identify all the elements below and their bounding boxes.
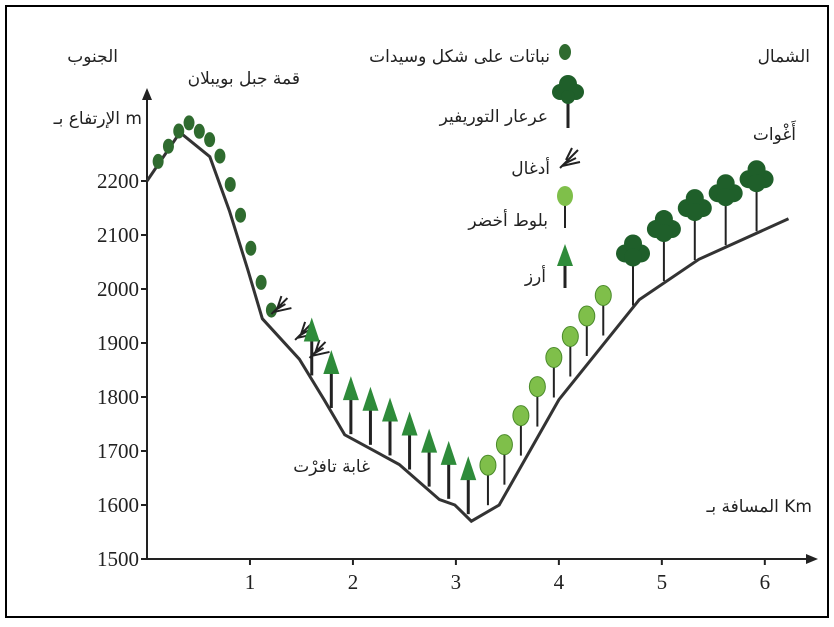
- cedar: [323, 349, 340, 374]
- cedar: [382, 397, 399, 422]
- legend-label: أرز: [524, 265, 546, 287]
- cushion-plant: [245, 240, 257, 256]
- x-axis-arrow: [806, 554, 818, 564]
- juniper: [624, 248, 643, 267]
- cushion-plant: [235, 207, 247, 223]
- cedar: [440, 440, 457, 465]
- y-axis-label: الإرتفاع بـ m: [53, 109, 142, 129]
- cedar: [421, 428, 438, 453]
- north-label: الشمال: [758, 47, 810, 67]
- green-oak: [578, 305, 596, 327]
- juniper: [685, 203, 704, 222]
- shrub: [270, 295, 292, 315]
- juniper: [716, 188, 735, 207]
- green-oak: [479, 454, 497, 476]
- cushion-plant: [162, 138, 174, 154]
- cushion-plant: [255, 274, 267, 290]
- cushion-plant: [224, 176, 236, 192]
- cushion-plant: [152, 153, 164, 169]
- frame: [5, 5, 829, 618]
- legend-icon: [559, 44, 571, 60]
- legend-label: بلوط أخضر: [467, 209, 548, 231]
- south-label: الجنوب: [67, 47, 118, 67]
- y-tick-label: 1700: [97, 439, 139, 463]
- vegetation: [152, 115, 774, 515]
- green-oak: [545, 347, 563, 369]
- cedar: [460, 456, 477, 481]
- legend-icon: [559, 147, 581, 169]
- x-tick-label: 3: [451, 570, 462, 594]
- green-oak: [594, 285, 612, 307]
- y-tick-label: 2000: [97, 277, 139, 301]
- cushion-plant: [183, 115, 195, 131]
- green-oak: [495, 434, 513, 456]
- legend: نباتات على شكل وسيدات عرعار التوريفير أد…: [369, 44, 584, 288]
- x-axis-label: المسافة بـ Km: [705, 497, 812, 517]
- legend-icon: [557, 244, 573, 288]
- peak-label: قمة جبل بويبلان: [188, 69, 300, 89]
- legend-label: أدغال: [511, 157, 550, 179]
- cedar: [401, 411, 418, 436]
- y-axis-arrow: [142, 88, 152, 100]
- x-tick-label: 6: [760, 570, 771, 594]
- cushion-plant: [204, 132, 216, 148]
- x-tick-label: 4: [554, 570, 565, 594]
- green-oak: [561, 325, 579, 347]
- cedar: [362, 386, 379, 411]
- juniper: [747, 174, 766, 193]
- legend-label: عرعار التوريفير: [439, 107, 548, 127]
- legend-icon: [552, 75, 584, 128]
- juniper: [654, 224, 673, 243]
- green-oak: [512, 405, 530, 427]
- x-tick-label: 1: [245, 570, 256, 594]
- y-tick-label: 1600: [97, 493, 139, 517]
- shrub: [308, 339, 330, 359]
- y-tick-label: 1800: [97, 385, 139, 409]
- cedar: [342, 376, 359, 401]
- shrub: [294, 321, 316, 341]
- juniper: [654, 210, 673, 229]
- green-oak: [528, 376, 546, 398]
- cushion-plant: [193, 123, 205, 139]
- legend-label: نباتات على شكل وسيدات: [369, 47, 550, 67]
- y-tick-label: 2100: [97, 223, 139, 247]
- legend-icon: [557, 186, 573, 228]
- juniper: [624, 234, 643, 253]
- x-tick-label: 2: [348, 570, 359, 594]
- juniper: [747, 160, 766, 179]
- x-tick-label: 5: [657, 570, 668, 594]
- cedar: [303, 317, 320, 342]
- cushion-plant: [265, 302, 277, 318]
- profile-line: [145, 130, 790, 524]
- y-tick-label: 1500: [97, 547, 139, 571]
- y-tick-label: 1900: [97, 331, 139, 355]
- cushion-plant: [173, 123, 185, 139]
- juniper: [685, 189, 704, 208]
- forest-label: غابة تافرْت: [293, 457, 370, 477]
- north-place-label: أَغْوات: [753, 120, 797, 145]
- juniper: [716, 174, 735, 193]
- y-tick-label: 2200: [97, 169, 139, 193]
- cushion-plant: [214, 148, 226, 164]
